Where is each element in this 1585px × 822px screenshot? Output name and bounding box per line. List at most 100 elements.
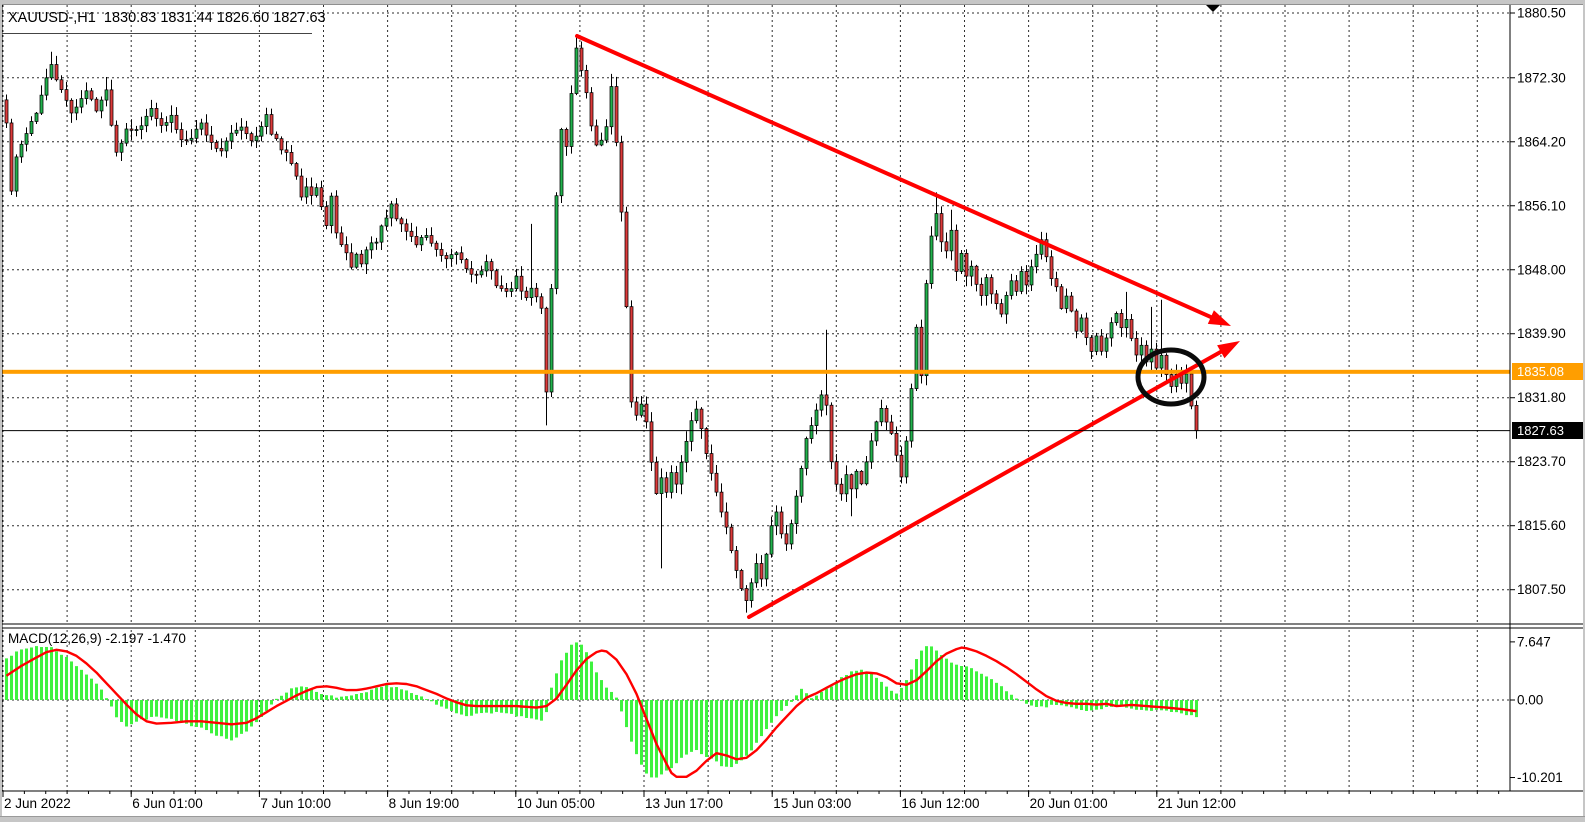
macd-bar — [1020, 700, 1023, 701]
macd-bar — [715, 700, 718, 762]
macd-bar — [210, 700, 213, 734]
candle-body — [114, 124, 119, 153]
candle-body — [574, 47, 579, 94]
macd-bar — [605, 687, 608, 700]
candle-body — [99, 99, 104, 112]
candle-body — [109, 89, 114, 126]
candle-body — [394, 203, 399, 220]
candle-body — [144, 115, 149, 127]
candle-body — [729, 526, 734, 551]
price-axis-label: 1848.00 — [1517, 262, 1566, 277]
candle-body — [629, 306, 634, 403]
macd-bar — [1185, 700, 1188, 716]
candle-body — [1134, 337, 1139, 356]
candle-body — [1109, 322, 1114, 339]
macd-bar — [230, 700, 233, 741]
circle-annotation — [1135, 347, 1207, 407]
candle-body — [404, 223, 409, 232]
macd-bar — [435, 700, 438, 705]
candle-body — [774, 511, 779, 527]
macd-bar — [1120, 700, 1123, 707]
macd-bar — [205, 700, 208, 731]
macd-bar — [645, 700, 648, 774]
candle-body — [894, 432, 899, 456]
candle-body — [159, 118, 164, 126]
candle-body — [794, 495, 799, 525]
macd-bar — [790, 700, 793, 702]
macd-bar — [295, 687, 298, 700]
candle-body — [1084, 317, 1089, 338]
macd-bar — [175, 700, 178, 722]
macd-bar — [955, 664, 958, 700]
candle-body — [694, 408, 699, 422]
candle-body — [424, 235, 429, 238]
price-axis[interactable]: 1880.50 1872.30 1864.20 1856.10 1848.00 1839.… — [1517, 6, 1566, 598]
macd-bar — [700, 700, 703, 755]
candle-body — [1129, 319, 1134, 339]
candle-body — [24, 133, 29, 145]
candle-body — [804, 438, 809, 469]
macd-bar — [415, 694, 418, 700]
candle-body — [549, 288, 554, 393]
macd-bar — [345, 696, 348, 700]
macd-bar — [355, 694, 358, 700]
axes — [1, 4, 1583, 797]
macd-bar — [865, 672, 868, 700]
macd-bar — [235, 700, 238, 738]
macd-bar — [670, 700, 673, 769]
macd-bar — [860, 669, 863, 700]
candle-body — [514, 275, 519, 290]
macd-signal-path — [5, 646, 1197, 778]
candle-body — [1124, 319, 1129, 329]
macd-bar — [740, 700, 743, 761]
candle-body — [279, 138, 284, 151]
candle-body — [1174, 373, 1179, 387]
candle-body — [239, 126, 244, 131]
macd-bar — [265, 700, 268, 711]
candlestick-series[interactable] — [4, 35, 1199, 613]
candle-body — [814, 409, 819, 426]
macd-bar — [1050, 700, 1053, 705]
candle-body — [974, 265, 979, 285]
candle-body — [454, 252, 459, 256]
trendline-ascending-arrow[interactable] — [747, 341, 1240, 619]
candle-body — [899, 454, 904, 478]
highlight-ellipse[interactable] — [1135, 347, 1207, 407]
candle-body — [614, 86, 619, 143]
candle-body — [124, 128, 129, 144]
price-axis-label: 1864.20 — [1517, 134, 1566, 149]
orange-price-level-line[interactable] — [2, 369, 1510, 374]
time-axis[interactable]: 2 Jun 2022 6 Jun 01:00 7 Jun 10:00 8 Jun 19… — [4, 796, 1236, 811]
macd-bar — [325, 695, 328, 700]
candle-body — [559, 129, 564, 197]
macd-bar — [35, 646, 38, 700]
macd-bar — [735, 700, 738, 764]
candle-body — [139, 125, 144, 130]
candle-body — [389, 203, 394, 219]
candle-body — [349, 252, 354, 268]
time-axis-label: 13 Jun 17:00 — [645, 796, 723, 811]
macd-bar — [970, 668, 973, 700]
macd-bar — [1195, 700, 1198, 718]
candle-body — [684, 440, 689, 463]
candle-body — [1044, 239, 1049, 258]
macd-bar — [180, 700, 183, 722]
trendline-descending-arrow[interactable] — [575, 34, 1231, 326]
macd-bar — [940, 655, 943, 700]
macd-bar — [340, 696, 343, 700]
candle-body — [644, 403, 649, 423]
macd-bar — [520, 700, 523, 717]
macd-bar — [310, 688, 313, 700]
candle-body — [1094, 335, 1099, 352]
candle-body — [1059, 286, 1064, 309]
macd-bar — [290, 688, 293, 700]
macd-bar — [760, 700, 763, 737]
candle-body — [84, 90, 89, 99]
macd-bar — [50, 647, 53, 700]
candle-body — [599, 139, 604, 146]
candle-body — [249, 133, 254, 142]
candle-body — [594, 125, 599, 146]
candle-body — [169, 114, 174, 123]
macd-histogram — [5, 642, 1198, 778]
